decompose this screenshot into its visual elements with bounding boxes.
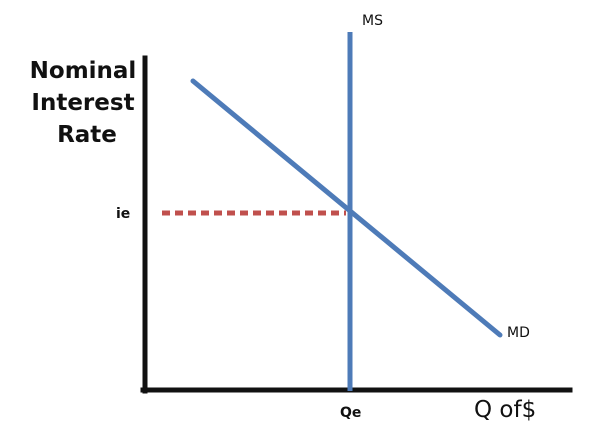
equilibrium-rate-label: ie <box>116 206 130 222</box>
y-axis-title: Nominal Interest Rate <box>30 58 145 148</box>
supply-curve-label: MS <box>362 13 383 29</box>
demand-curve-label: MD <box>507 325 530 341</box>
equilibrium-quantity-label: Qe <box>340 405 361 421</box>
money-demand-curve <box>190 78 503 338</box>
y-axis-title-line-1: Nominal <box>30 58 137 84</box>
y-axis-title-line-3: Rate <box>57 122 117 148</box>
x-axis-title: Q of$ <box>474 397 536 423</box>
y-axis-title-line-2: Interest <box>31 90 134 116</box>
